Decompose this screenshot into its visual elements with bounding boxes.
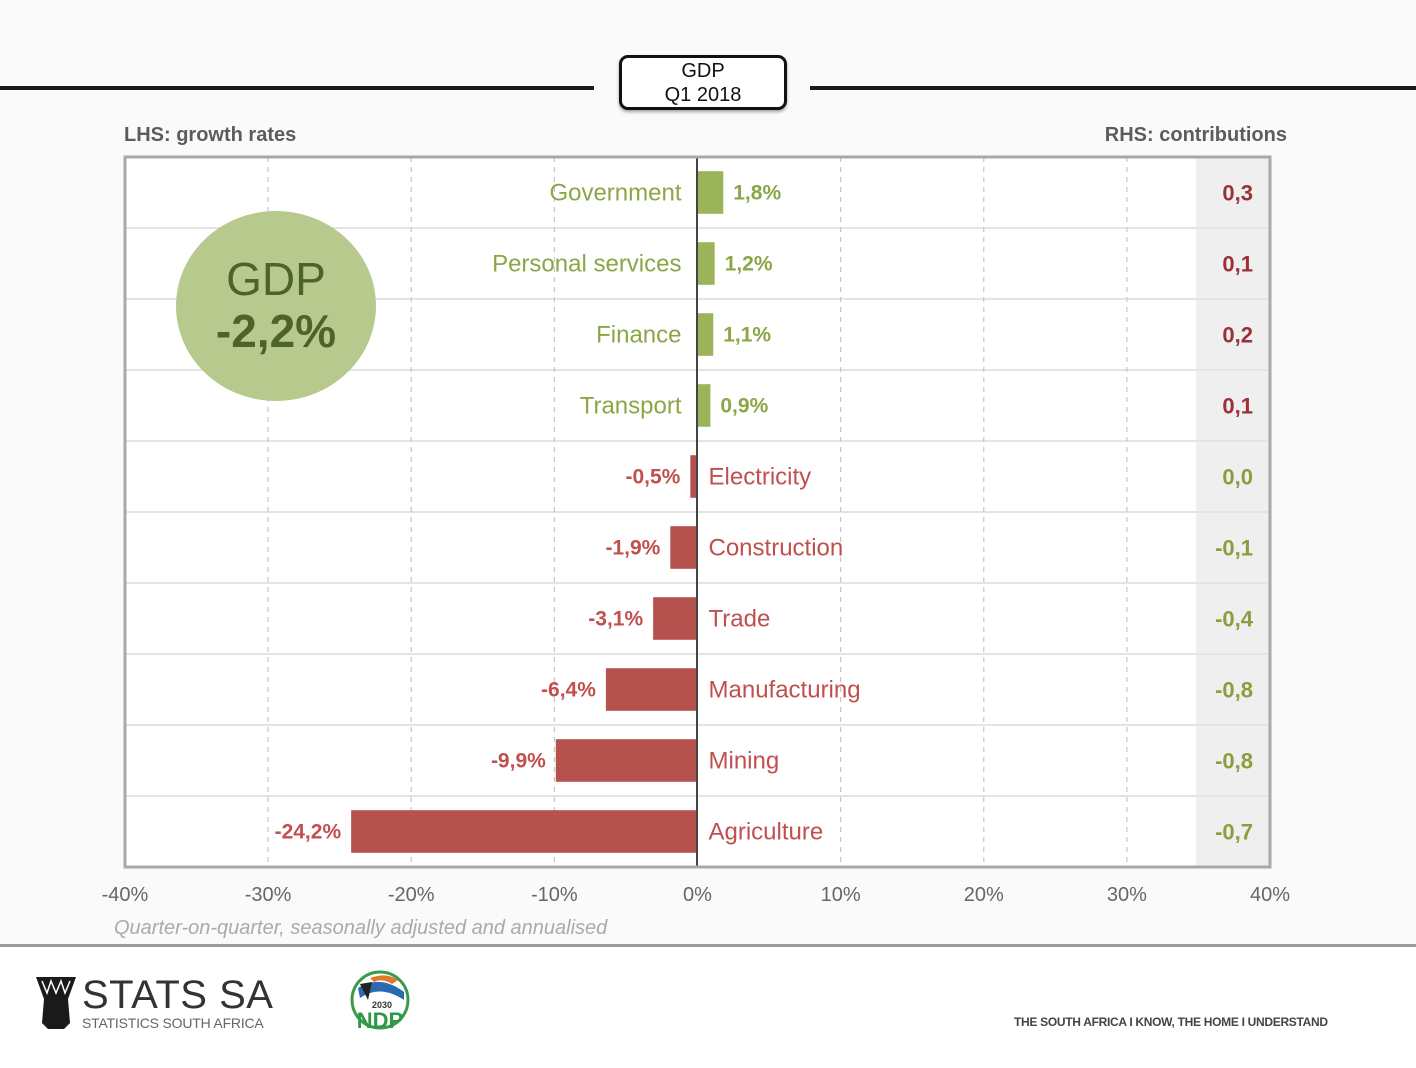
contribution-label: -0,7 — [1215, 820, 1253, 845]
gdp-summary-label: GDP — [226, 253, 326, 305]
bar-electricity — [690, 455, 698, 498]
x-tick-label: 40% — [1250, 884, 1290, 906]
bar-transport — [697, 384, 711, 427]
category-label: Trade — [709, 606, 771, 633]
contribution-label: -0,8 — [1215, 749, 1253, 774]
value-label: 1,2% — [725, 253, 773, 276]
category-label: Finance — [596, 322, 681, 349]
plot-border — [123, 155, 1272, 869]
title-rule-right — [810, 86, 1416, 90]
contribution-label: 0,0 — [1222, 465, 1253, 490]
contribution-label: 0,3 — [1222, 181, 1253, 206]
x-tick-label: 30% — [1107, 884, 1147, 906]
x-tick-label: 10% — [821, 884, 861, 906]
footnote: Quarter-on-quarter, seasonally adjusted … — [114, 917, 608, 939]
stats-sa-title: STATS SA — [82, 973, 274, 1017]
category-label: Mining — [709, 748, 780, 775]
vertical-gridlines — [267, 157, 1128, 867]
bar-personal-services — [697, 242, 715, 285]
value-label: -0,5% — [625, 466, 680, 489]
value-label: 1,1% — [723, 324, 771, 347]
category-label: Agriculture — [709, 819, 824, 846]
category-label: Manufacturing — [709, 677, 861, 704]
stats-sa-logo: STATS SA STATISTICS SOUTH AFRICA — [34, 975, 273, 1031]
contribution-label: 0,2 — [1222, 323, 1253, 348]
x-axis-ticks: -40% -30% -20% -10% 0% 10% 20% 30% 40% — [102, 884, 1291, 906]
footer-divider — [0, 944, 1416, 947]
labels: Government 1,8% 0,3 Personal services 1,2% 0,… — [275, 180, 1254, 846]
value-label: -9,9% — [491, 750, 546, 773]
drum-icon — [36, 977, 76, 1029]
slogan: THE SOUTH AFRICA I KNOW, THE HOME I UNDE… — [1014, 1015, 1328, 1029]
value-label: 1,8% — [733, 182, 781, 205]
ndp-text: NDP — [357, 1008, 403, 1033]
gdp-summary-circle: GDP -2,2% — [176, 211, 376, 401]
x-tick-label: -30% — [245, 884, 292, 906]
stats-sa-subtitle: STATISTICS SOUTH AFRICA — [82, 1015, 264, 1031]
contribution-label: -0,1 — [1215, 536, 1253, 561]
value-label: 0,9% — [720, 395, 768, 418]
chart-title-box: GDP Q1 2018 — [619, 55, 787, 110]
ndp-2030-logo: 2030 NDP — [350, 970, 410, 1033]
contribution-label: -0,8 — [1215, 678, 1253, 703]
ndp-year: 2030 — [372, 1000, 392, 1010]
category-label: Electricity — [709, 464, 812, 491]
bars — [351, 171, 724, 853]
x-tick-label: -40% — [102, 884, 149, 906]
bar-mining — [555, 739, 698, 782]
contribution-label: -0,4 — [1215, 607, 1254, 632]
value-label: -3,1% — [588, 608, 643, 631]
x-tick-label: -10% — [531, 884, 578, 906]
title-rule-left — [0, 86, 594, 90]
category-label: Transport — [580, 393, 682, 420]
bar-government — [697, 171, 724, 214]
category-label: Construction — [709, 535, 844, 562]
contribution-label: 0,1 — [1222, 394, 1253, 419]
bar-manufacturing — [605, 668, 698, 711]
x-tick-label: 20% — [964, 884, 1004, 906]
chart: Government 1,8% 0,3 Personal services 1,2% 0,… — [102, 155, 1291, 906]
x-tick-label: 0% — [683, 884, 712, 906]
chart-title-line1: GDP — [681, 59, 725, 82]
chart-title-line2: Q1 2018 — [664, 83, 742, 106]
category-label: Government — [549, 180, 681, 207]
footer — [0, 947, 1416, 1068]
value-label: -24,2% — [275, 821, 342, 844]
contribution-label: 0,1 — [1222, 252, 1253, 277]
value-label: -6,4% — [541, 679, 596, 702]
rhs-caption: RHS: contributions — [1104, 124, 1287, 146]
lhs-caption: LHS: growth rates — [124, 124, 297, 146]
bar-finance — [697, 313, 714, 356]
gdp-summary-value: -2,2% — [215, 305, 337, 357]
category-label: Personal services — [492, 251, 681, 278]
bar-construction — [670, 526, 698, 569]
bar-trade — [653, 597, 698, 640]
bar-agriculture — [351, 810, 698, 853]
x-tick-label: -20% — [388, 884, 435, 906]
value-label: -1,9% — [605, 537, 660, 560]
